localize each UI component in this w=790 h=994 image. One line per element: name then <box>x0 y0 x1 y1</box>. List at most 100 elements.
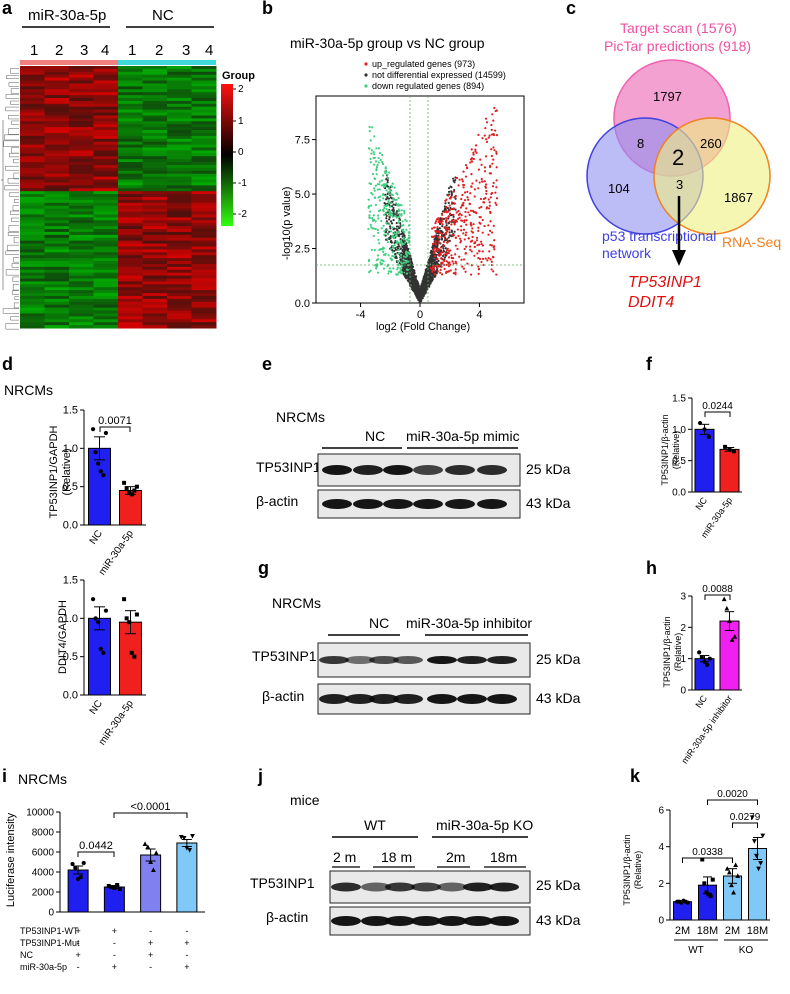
blot-band <box>331 916 361 926</box>
p-value-label: <0.0001 <box>130 801 170 813</box>
i-point <box>187 848 193 853</box>
venn-count-right-mid: 260 <box>700 136 722 151</box>
blot-band <box>393 656 423 664</box>
i-table-sign: + <box>112 962 117 972</box>
i-table-sign: - <box>149 926 152 936</box>
h-point <box>699 655 704 660</box>
k-bar-1 <box>673 901 692 921</box>
k-point <box>758 861 764 866</box>
f-point <box>723 444 728 449</box>
volcano-title: miR-30a-5p group vs NC group <box>290 35 485 51</box>
d-top-ytick: 0.5 <box>63 481 78 493</box>
f-bar-2 <box>719 448 740 493</box>
d-bottom-ytick: 1.5 <box>63 575 78 587</box>
g-group-nc: NC <box>369 615 389 631</box>
k-ytick: 0 <box>658 916 664 927</box>
i-table-sign: - <box>77 938 80 948</box>
i-table-row-label: NC <box>20 950 33 960</box>
d-top-point <box>90 427 96 432</box>
panel-b: b miR-30a-5p group vs NC group up_regula… <box>262 0 525 333</box>
h-xlabel: NC <box>693 693 709 710</box>
i-point <box>106 884 111 888</box>
f-bar-1 <box>694 428 715 493</box>
h-point <box>707 656 712 661</box>
i-table-sign: + <box>112 926 117 936</box>
d-bottom-point <box>129 650 134 655</box>
blot-band <box>463 882 493 892</box>
k-point <box>729 882 734 888</box>
k-point <box>700 857 705 862</box>
f-point <box>697 420 703 426</box>
heatmap-lane-6: 2 <box>155 42 163 59</box>
h-point <box>732 634 738 639</box>
venn-label-p53-1: p53 transcriptional <box>602 228 716 244</box>
i-ytick: 10000 <box>26 808 54 819</box>
d-bottom-point <box>132 654 137 659</box>
f-xlabel: NC <box>693 495 709 512</box>
d-bottom-ytick: 0.5 <box>63 651 78 663</box>
panel-label-d: d <box>2 354 13 374</box>
k-group-wt: WT <box>688 945 704 956</box>
volcano-legend-up: up_regulated genes (973) <box>372 59 475 69</box>
panel-label-f: f <box>646 354 653 374</box>
blot-band <box>489 916 519 926</box>
blot-band <box>457 656 487 664</box>
d-top-point <box>127 490 132 495</box>
g-band-actin-label: β-actin <box>262 688 304 704</box>
d-top-point <box>134 484 139 489</box>
volcano-legend-down: down regulated genes (894) <box>372 81 484 91</box>
e-cell-label: NRCMs <box>276 409 325 425</box>
panel-c: c Target scan (1576) PicTar predictions … <box>566 0 781 311</box>
panel-i: i NRCMs Luciferase intensity 0 2000 4000 60… <box>2 766 205 972</box>
blot-band <box>322 465 352 475</box>
panel-label-h: h <box>646 558 657 578</box>
heatmap-legend-tick: 1 <box>238 116 244 127</box>
i-table-sign: + <box>184 938 189 948</box>
h-point <box>705 662 710 668</box>
blot-band <box>345 656 375 664</box>
d-top-point <box>101 473 106 478</box>
i-ytick: 6000 <box>32 848 55 859</box>
h-bar-2 <box>719 620 740 691</box>
d-top-point <box>103 430 109 436</box>
venn-arrow <box>672 250 686 266</box>
g-kda-2: 43 kDa <box>536 690 581 706</box>
venn-count-center: 2 <box>672 145 684 170</box>
f-point <box>702 427 707 432</box>
i-table-sign: - <box>149 962 152 972</box>
blot-band <box>322 499 352 509</box>
volcano-legend-ns: not differential expressed (14599) <box>372 70 506 80</box>
i-table-sign: + <box>148 938 153 948</box>
j-kda-1: 25 kDa <box>536 877 581 893</box>
i-point <box>184 846 190 851</box>
volcano-xtick: 4 <box>476 309 482 321</box>
k-point <box>733 862 739 867</box>
d-bottom-point <box>122 597 127 602</box>
k-point <box>710 877 715 882</box>
g-cell-label: NRCMs <box>272 595 321 611</box>
blot-band <box>437 916 467 926</box>
h-point <box>724 605 730 611</box>
f-ytick: 1.0 <box>672 425 686 436</box>
d-top-point <box>124 486 129 491</box>
blot-band <box>411 916 441 926</box>
heatmap-lane-4: 4 <box>101 42 109 59</box>
j-band-tp53inp1-label: TP53INP1 <box>250 875 315 891</box>
blot-band <box>383 465 413 475</box>
d-top-xlabel: NC <box>88 528 105 546</box>
blot-band <box>369 694 399 704</box>
blot-band <box>393 694 423 704</box>
i-ytick: 2000 <box>32 888 55 899</box>
i-bar-1 <box>67 869 89 913</box>
k-xlabel: 18M <box>747 925 768 937</box>
p-value-label: 0.0071 <box>98 415 132 427</box>
i-table-sign: - <box>77 962 80 972</box>
heatmap-group2-label: NC <box>152 7 174 24</box>
blot-band <box>361 916 391 926</box>
j-sub-18m-wt: 18 m <box>381 849 412 865</box>
p-value-label: 0.0338 <box>692 847 723 858</box>
panel-label-a: a <box>2 0 13 18</box>
d-bottom-point <box>101 650 106 655</box>
heatmap-lane-8: 4 <box>205 42 213 59</box>
panel-label-b: b <box>262 0 273 18</box>
